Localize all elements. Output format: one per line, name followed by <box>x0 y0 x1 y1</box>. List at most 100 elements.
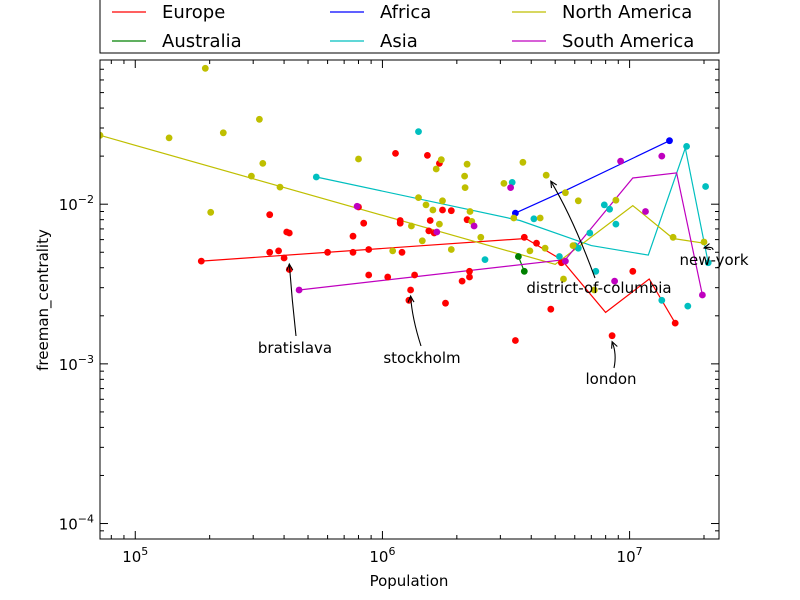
legend-label-south-america: South America <box>562 31 694 52</box>
point-north-america-11 <box>408 222 415 230</box>
legend-label-europe: Europe <box>162 2 225 23</box>
annotation-label-london: london <box>585 370 636 388</box>
point-north-america-7 <box>259 160 267 167</box>
legend-label-asia: Asia <box>380 31 418 52</box>
point-south-america-0 <box>295 286 303 294</box>
point-asia-13 <box>658 296 666 304</box>
point-north-america-20 <box>447 246 455 253</box>
point-asia-3 <box>508 179 516 186</box>
ticks <box>100 59 719 540</box>
point-north-america-30 <box>526 247 534 255</box>
point-europe-1 <box>266 211 274 219</box>
point-europe-22 <box>411 271 418 279</box>
point-north-america-28 <box>510 214 518 222</box>
point-north-america-31 <box>536 214 544 222</box>
point-south-america-8 <box>642 208 649 215</box>
point-europe-25 <box>426 217 434 224</box>
series-line-south-america <box>299 172 703 296</box>
series-line-europe <box>201 237 676 324</box>
series-line-africa <box>515 140 670 214</box>
point-north-america-29 <box>519 158 527 166</box>
point-europe-35 <box>512 337 519 344</box>
point-north-america-36 <box>569 242 577 250</box>
point-europe-14 <box>365 246 373 253</box>
point-asia-7 <box>574 244 582 252</box>
point-asia-15 <box>684 302 692 310</box>
point-north-america-15 <box>429 206 437 214</box>
point-north-america-0 <box>100 131 104 139</box>
point-europe-23 <box>424 152 431 159</box>
annotation-arrowhead <box>611 340 618 349</box>
point-north-america-38 <box>590 286 598 294</box>
point-asia-2 <box>481 256 489 263</box>
point-north-america-21 <box>461 172 468 180</box>
x-tick-label: 106 <box>369 545 395 566</box>
point-north-america-26 <box>477 233 485 241</box>
point-europe-40 <box>608 332 616 340</box>
annotations: bratislava stockholm district-of-columbia l… <box>258 180 749 388</box>
legend-box <box>99 0 720 54</box>
annotation-label-district-of-columbia: district-of-columbia <box>526 279 671 297</box>
point-north-america-24 <box>466 208 474 215</box>
point-asia-0 <box>312 173 320 181</box>
point-north-america-4 <box>219 129 227 137</box>
annotation-arrow-london <box>611 341 616 369</box>
plot-border <box>99 59 720 540</box>
point-asia-16 <box>702 183 709 190</box>
legend: Europe Africa North America Australia Asia So… <box>99 0 720 54</box>
annotation-arrow-district-of-columbia <box>550 180 596 279</box>
point-asia-14 <box>683 143 690 150</box>
y-tick-label: 10−3 <box>59 353 94 374</box>
x-tick-label: 105 <box>122 545 148 566</box>
point-south-america-7 <box>617 157 624 165</box>
annotation-arrowhead <box>702 243 711 251</box>
point-north-america-12 <box>415 194 422 202</box>
point-europe-37 <box>533 239 540 247</box>
point-north-america-5 <box>248 172 255 180</box>
y-axis-label: freeman_centrality <box>34 229 53 371</box>
legend-label-australia: Australia <box>162 31 242 52</box>
point-south-america-1 <box>353 202 361 210</box>
annotation-label-bratislava: bratislava <box>258 339 332 357</box>
point-asia-8 <box>586 229 594 237</box>
point-north-america-19 <box>439 197 446 205</box>
point-europe-10 <box>349 248 357 256</box>
point-asia-12 <box>612 220 620 228</box>
point-north-america-6 <box>256 115 263 123</box>
point-europe-36 <box>520 233 528 241</box>
point-europe-12 <box>360 219 368 227</box>
annotation-arrowhead <box>407 294 415 303</box>
point-north-america-10 <box>389 247 397 255</box>
y-tick-label: 10−2 <box>59 193 94 214</box>
point-europe-30 <box>447 207 455 215</box>
point-north-america-18 <box>437 156 445 164</box>
legend-label-africa: Africa <box>380 2 431 23</box>
point-europe-41 <box>629 267 637 275</box>
point-north-america-14 <box>422 201 430 209</box>
point-north-america-13 <box>418 237 426 245</box>
point-asia-5 <box>556 253 563 260</box>
point-australia-1 <box>520 267 528 275</box>
annotation-arrow-new-york <box>703 246 714 251</box>
point-south-america-6 <box>611 277 618 285</box>
annotation-arrowhead <box>550 180 557 189</box>
annotation-arrow-bratislava <box>288 263 297 337</box>
point-europe-33 <box>466 267 473 275</box>
point-south-america-10 <box>699 291 706 299</box>
point-north-america-40 <box>669 233 677 241</box>
point-europe-9 <box>349 232 357 240</box>
point-europe-18 <box>396 219 404 227</box>
point-europe-31 <box>458 277 466 285</box>
point-north-america-17 <box>436 220 443 228</box>
series-line-asia <box>316 145 709 263</box>
point-europe-3 <box>275 247 282 255</box>
tick-labels: 105 106 107 10−4 10−3 10−2 <box>59 193 643 566</box>
annotation-arrowhead <box>286 262 294 271</box>
point-europe-42 <box>671 319 679 327</box>
point-europe-8 <box>324 248 331 256</box>
point-europe-34 <box>466 273 473 281</box>
point-north-america-37 <box>574 197 582 205</box>
point-north-america-34 <box>560 275 567 283</box>
point-europe-29 <box>442 299 449 307</box>
